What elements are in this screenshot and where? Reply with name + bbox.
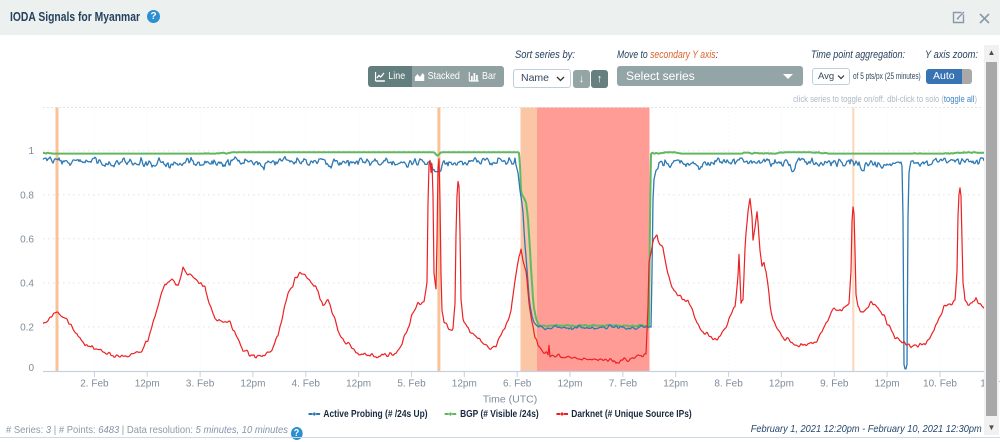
svg-text:Time (UTC): Time (UTC) [483, 394, 537, 406]
svg-text:0: 0 [28, 363, 34, 374]
svg-text:0.8: 0.8 [20, 190, 34, 201]
svg-text:10. Feb: 10. Feb [923, 379, 957, 390]
svg-text:4. Feb: 4. Feb [292, 379, 321, 390]
svg-text:5. Feb: 5. Feb [397, 379, 426, 390]
svg-text:7. Feb: 7. Feb [609, 379, 638, 390]
svg-text:12pm: 12pm [135, 379, 160, 390]
svg-text:1: 1 [28, 146, 34, 157]
svg-text:3. Feb: 3. Feb [186, 379, 215, 390]
svg-text:8. Feb: 8. Feb [714, 379, 743, 390]
svg-text:0.2: 0.2 [20, 322, 34, 333]
svg-text:12pm: 12pm [452, 379, 477, 390]
svg-text:12pm: 12pm [557, 379, 582, 390]
svg-text:9. Feb: 9. Feb [820, 379, 849, 390]
svg-text:0.6: 0.6 [20, 234, 34, 245]
svg-text:12pm: 12pm [875, 379, 900, 390]
svg-text:6. Feb: 6. Feb [503, 379, 532, 390]
svg-text:12pm: 12pm [663, 379, 688, 390]
svg-text:12pm: 12pm [769, 379, 794, 390]
svg-text:12pm: 12pm [346, 379, 371, 390]
svg-text:0.4: 0.4 [20, 278, 34, 289]
svg-text:2. Feb: 2. Feb [80, 379, 109, 390]
svg-text:12pm: 12pm [240, 379, 265, 390]
